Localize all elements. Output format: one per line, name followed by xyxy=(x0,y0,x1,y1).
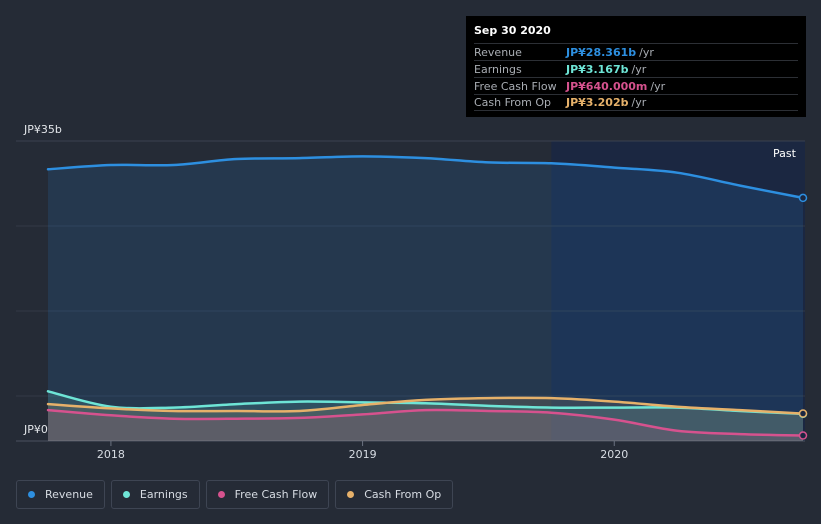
series-end-point-free-cash-flow xyxy=(798,431,808,440)
legend-dot-icon xyxy=(217,491,225,498)
series-line-revenue xyxy=(46,155,805,200)
tooltip-value: JP¥3.202b xyxy=(566,96,629,109)
series-line-free-cash-flow xyxy=(46,408,805,437)
legend-item-earnings[interactable]: Earnings xyxy=(110,480,200,509)
tooltip-row-cash-from-op: Cash From Op JP¥3.202b /yr xyxy=(474,94,798,111)
series-end-point-revenue xyxy=(798,193,808,203)
series-area-revenue xyxy=(48,156,803,441)
series-area-earnings xyxy=(48,391,803,441)
series-end-point-cash-from-op xyxy=(798,409,808,418)
tooltip-label: Free Cash Flow xyxy=(474,79,557,93)
legend-item-revenue[interactable]: Revenue xyxy=(16,480,105,509)
legend-label: Free Cash Flow xyxy=(234,488,318,501)
tooltip-value: JP¥28.361b xyxy=(566,45,637,59)
tooltip-row-free-cash-flow: Free Cash Flow JP¥640.000m /yr xyxy=(474,77,798,94)
tooltip-unit: /yr xyxy=(639,45,654,59)
x-tick-label: 2020 xyxy=(600,448,628,461)
tooltip-unit: /yr xyxy=(650,79,666,93)
series-line-cash-from-op xyxy=(46,396,805,415)
legend-item-cash-from-op[interactable]: Cash From Op xyxy=(335,480,454,509)
legend-label: Revenue xyxy=(45,488,93,501)
legend-dot-icon xyxy=(122,491,130,498)
x-tick-label: 2018 xyxy=(97,448,125,461)
x-tick-label: 2019 xyxy=(349,448,377,461)
legend-label: Cash From Op xyxy=(364,488,442,501)
tooltip-value: JP¥640.000m xyxy=(566,79,648,93)
legend-label: Earnings xyxy=(139,488,188,501)
tooltip-date: Sep 30 2020 xyxy=(474,24,551,37)
y-axis-bottom-label: JP¥0 xyxy=(24,423,48,436)
tooltip-unit: /yr xyxy=(631,62,647,76)
legend-dot-icon xyxy=(347,491,355,498)
past-label: Past xyxy=(773,147,796,160)
data-tooltip: Sep 30 2020 Revenue JP¥28.361b /yr Earni… xyxy=(466,16,806,117)
chart-legend: Revenue Earnings Free Cash Flow Cash Fro… xyxy=(16,480,459,509)
tooltip-row-revenue: Revenue JP¥28.361b /yr xyxy=(474,43,798,60)
legend-item-free-cash-flow[interactable]: Free Cash Flow xyxy=(205,480,330,509)
tooltip-label: Earnings xyxy=(474,62,522,76)
tooltip-label: Cash From Op xyxy=(474,96,552,109)
tooltip-label: Revenue xyxy=(474,45,522,59)
tooltip-unit: /yr xyxy=(631,96,647,109)
series-area-free-cash-flow xyxy=(48,409,803,441)
legend-dot-icon xyxy=(28,491,35,498)
tooltip-row-earnings: Earnings JP¥3.167b /yr xyxy=(474,60,798,77)
tooltip-value: JP¥3.167b xyxy=(566,62,629,76)
y-axis-top-label: JP¥35b xyxy=(24,123,62,136)
